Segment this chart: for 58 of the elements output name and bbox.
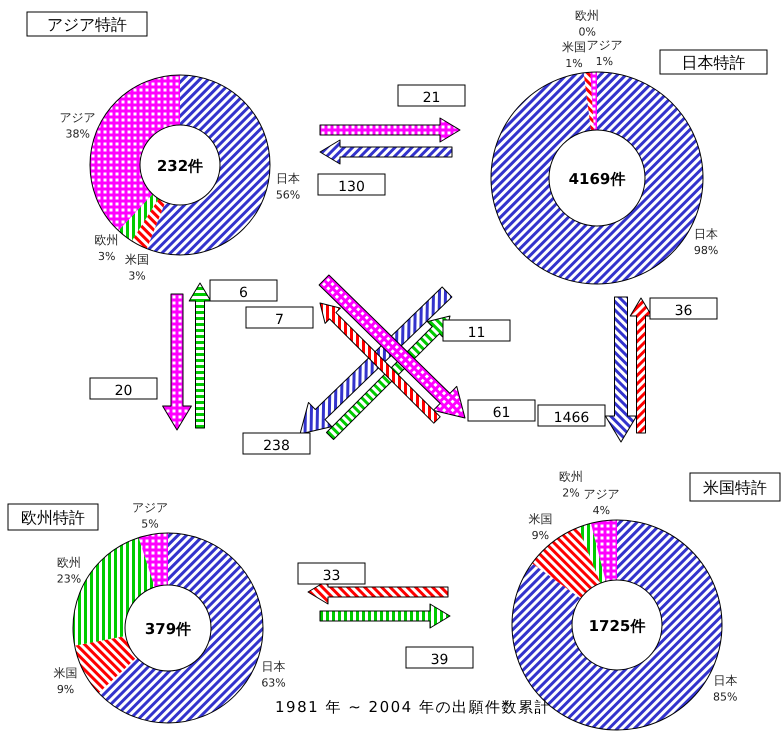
data-label: 2% xyxy=(562,486,580,500)
donut-slice xyxy=(138,533,168,588)
slice-label: 欧州 xyxy=(57,555,82,570)
data-label: 56% xyxy=(276,188,300,202)
data-label: 98% xyxy=(694,244,718,257)
text: 1725件 xyxy=(588,617,646,635)
slice-label: 日本 xyxy=(694,227,718,241)
text: 米国特許 xyxy=(703,478,767,497)
text: 36 xyxy=(674,303,692,319)
text: 379件 xyxy=(144,620,192,638)
text: 日本特許 xyxy=(682,53,746,72)
data-label: 5% xyxy=(141,517,159,530)
slice-label: 米国 xyxy=(528,512,552,526)
slice-label: 米国 xyxy=(562,40,586,54)
donut-slice xyxy=(132,198,166,249)
text: 61 xyxy=(492,405,510,421)
slice-label: 欧州 xyxy=(558,469,583,484)
data-label: 1% xyxy=(565,57,583,70)
text: 238 xyxy=(263,438,290,454)
slice-label: 日本 xyxy=(276,172,300,186)
slice-label: アジア xyxy=(132,500,168,514)
data-label: 38% xyxy=(66,128,90,141)
data-label: 1% xyxy=(596,55,614,68)
slice-label: アジア xyxy=(60,110,96,125)
text: 11 xyxy=(468,325,486,341)
slice-label: 欧州 xyxy=(94,232,119,247)
text: 4169件 xyxy=(568,170,626,188)
text: 130 xyxy=(338,179,365,195)
slice-label: 米国 xyxy=(54,666,78,680)
donut-slice xyxy=(146,75,270,255)
data-label: 9% xyxy=(56,683,74,696)
text: 7 xyxy=(275,312,284,328)
data-label: 9% xyxy=(532,529,550,542)
data-label: 3% xyxy=(128,269,146,282)
data-label: 85% xyxy=(713,690,738,704)
data-label: 3% xyxy=(98,250,116,263)
text: 6 xyxy=(239,285,248,301)
text: 33 xyxy=(322,568,340,584)
text: 20 xyxy=(114,383,132,399)
slice-label: 米国 xyxy=(125,252,150,266)
data-label: 23% xyxy=(56,572,82,586)
data-label: 4% xyxy=(592,504,610,517)
donut-slice xyxy=(118,194,159,241)
category-label: 欧州 xyxy=(575,8,600,22)
text: 232件 xyxy=(156,157,204,175)
slice-label: アジア xyxy=(583,486,620,501)
data-label: 63% xyxy=(261,676,286,690)
slice-label: 日本 xyxy=(713,674,738,688)
slice-label: 日本 xyxy=(262,660,286,674)
text: 39 xyxy=(430,652,448,668)
donut-slice xyxy=(74,636,137,694)
slice-label: アジア xyxy=(586,38,622,52)
text: 21 xyxy=(422,90,440,106)
text: 1466 xyxy=(554,410,590,426)
chart-title: 欧州特許 xyxy=(21,508,85,527)
text: 0% xyxy=(578,25,596,38)
text: 1981 年 ~ 2004 年の出願件数累計 xyxy=(275,698,551,716)
chart-title: アジア特許 xyxy=(47,15,127,34)
